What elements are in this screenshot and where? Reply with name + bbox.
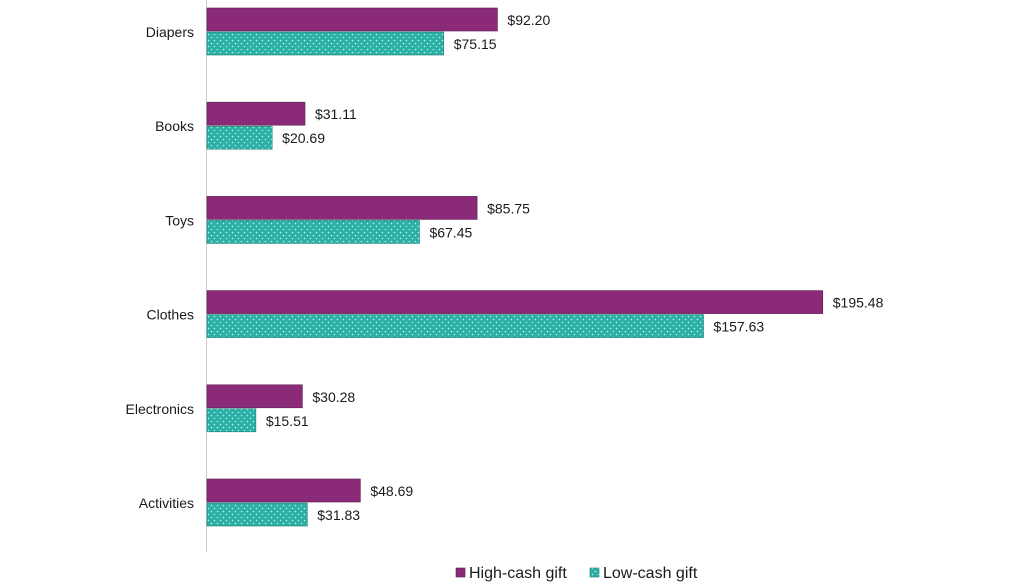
value-label: $157.63 — [714, 319, 765, 335]
legend: High-cash gift Low-cash gift — [455, 565, 698, 582]
value-label: $85.75 — [487, 200, 530, 216]
low-cash-bar — [206, 31, 445, 56]
value-label: $20.69 — [282, 130, 325, 146]
value-label: $195.48 — [833, 295, 884, 311]
legend-label-low-cash: Low-cash gift — [603, 565, 698, 582]
legend-swatch-low-cash — [589, 567, 600, 578]
category-label: Activities — [139, 495, 194, 511]
high-cash-bar — [206, 196, 478, 220]
legend-swatch-high-cash — [455, 567, 466, 578]
low-cash-bar — [206, 125, 273, 150]
low-cash-bar — [206, 408, 257, 433]
high-cash-bar — [206, 101, 306, 126]
category-label: Electronics — [126, 401, 194, 417]
value-label: $92.20 — [507, 12, 550, 28]
low-cash-bar — [206, 220, 420, 244]
high-cash-bar — [206, 384, 303, 409]
category-label: Diapers — [146, 24, 194, 40]
value-label: $30.28 — [312, 389, 355, 405]
high-cash-bar — [206, 290, 824, 314]
value-label: $15.51 — [266, 413, 309, 429]
category-label: Books — [155, 118, 194, 134]
value-label: $48.69 — [370, 483, 413, 499]
value-label: $75.15 — [454, 36, 497, 52]
category-label: Toys — [165, 212, 194, 228]
high-cash-bar — [206, 7, 498, 32]
legend-label-high-cash: High-cash gift — [469, 565, 567, 582]
value-label: $31.83 — [317, 507, 360, 523]
high-cash-bar — [206, 478, 361, 503]
value-label: $67.45 — [429, 224, 472, 240]
low-cash-bar — [206, 314, 704, 338]
low-cash-bar — [206, 502, 308, 527]
value-label: $31.11 — [315, 106, 357, 122]
category-label: Clothes — [147, 307, 194, 323]
